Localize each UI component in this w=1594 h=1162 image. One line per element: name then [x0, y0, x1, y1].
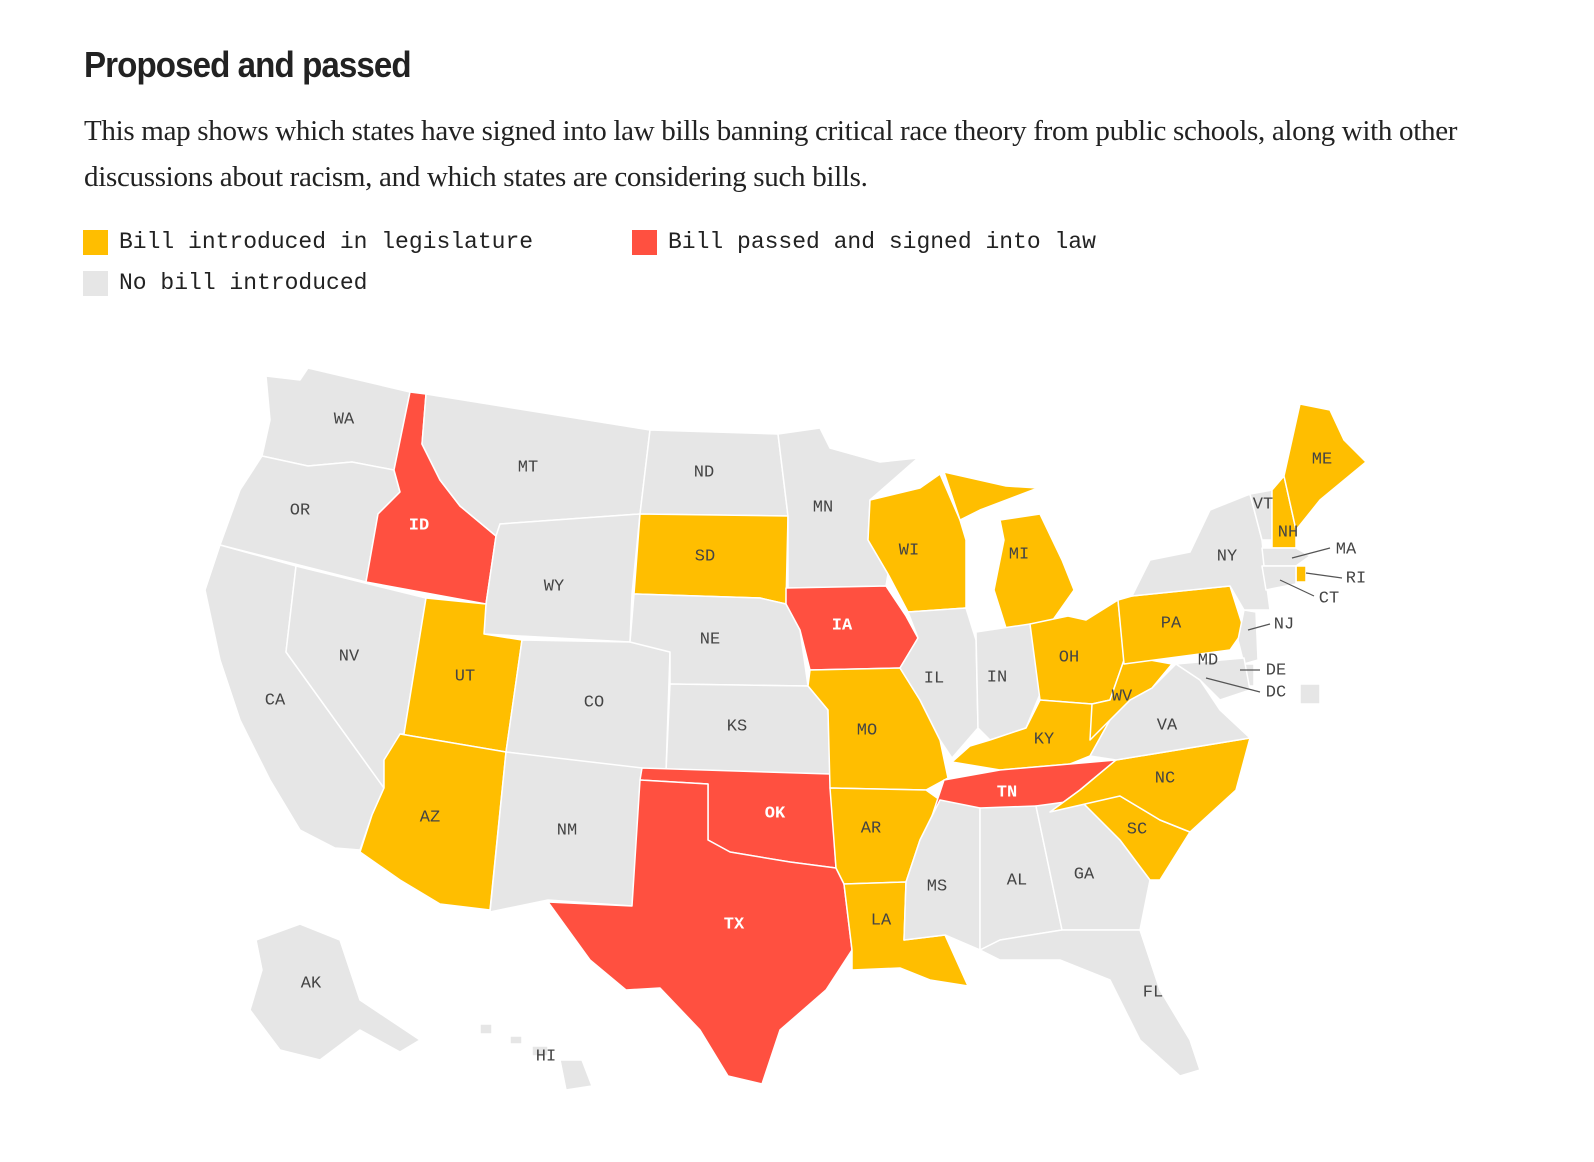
state-label-nd: ND [694, 464, 714, 483]
state-label-mn: MN [813, 499, 833, 518]
state-nc [1049, 737, 1251, 833]
state-ak [249, 923, 421, 1061]
state-label-or: OR [290, 502, 310, 521]
state-ma [1261, 547, 1311, 567]
state-label-sc: SC [1127, 821, 1147, 840]
state-label-ia: IA [832, 617, 853, 636]
state-label-vt: VT [1253, 496, 1273, 515]
state-label-dc: DC [1266, 684, 1286, 703]
state-label-nm: NM [557, 822, 577, 841]
state-label-ne: NE [700, 631, 720, 650]
state-label-mo: MO [857, 722, 877, 741]
state-ks [665, 683, 831, 775]
state-label-ga: GA [1074, 866, 1095, 885]
legend-swatch-none [83, 270, 108, 296]
state-label-nv: NV [339, 648, 360, 667]
state-label-ok: OK [765, 805, 786, 824]
state-nm [489, 751, 643, 913]
state-label-co: CO [584, 694, 604, 713]
leader-line-nj [1247, 623, 1271, 631]
state-label-hi: HI [536, 1048, 556, 1067]
state-label-ri: RI [1346, 570, 1366, 589]
state-il [899, 607, 979, 759]
page-title: Proposed and passed [84, 44, 412, 85]
state-label-ut: UT [455, 668, 475, 687]
state-label-pa: PA [1161, 615, 1182, 634]
leader-line-ct [1279, 579, 1315, 597]
state-me [1283, 403, 1367, 531]
state-nh [1271, 475, 1297, 549]
state-label-tn: TN [997, 784, 1017, 803]
state-label-oh: OH [1059, 649, 1079, 668]
legend-swatch-passed [632, 229, 657, 255]
state-label-me: ME [1312, 451, 1332, 470]
legend-label: No bill introduced [119, 270, 368, 296]
state-label-ar: AR [861, 820, 881, 839]
state-label-wv: WV [1112, 688, 1133, 707]
state-tx [547, 779, 853, 1085]
state-label-ct: CT [1319, 590, 1339, 609]
state-label-ky: KY [1034, 731, 1054, 750]
state-label-sd: SD [695, 548, 715, 567]
state-label-al: AL [1007, 872, 1027, 891]
state-label-id: ID [409, 517, 429, 536]
state-ct [1261, 565, 1297, 591]
state-label-ks: KS [727, 718, 747, 737]
legend-label: Bill passed and signed into law [668, 229, 1096, 255]
state-label-nj: NJ [1274, 616, 1294, 635]
state-label-ma: MA [1336, 541, 1357, 560]
state-label-ak: AK [301, 975, 322, 994]
state-hi [479, 1023, 593, 1091]
leader-line-ma [1291, 547, 1331, 559]
state-fl [979, 929, 1201, 1077]
state-label-fl: FL [1143, 984, 1163, 1003]
leader-line-ri [1305, 572, 1343, 579]
state-nj [1237, 609, 1259, 665]
legend-item-passed: Bill passed and signed into law [632, 229, 1096, 255]
state-label-ny: NY [1217, 548, 1237, 567]
state-label-va: VA [1157, 717, 1178, 736]
state-label-de: DE [1266, 662, 1286, 681]
state-label-az: AZ [420, 809, 440, 828]
state-label-in: IN [987, 669, 1007, 688]
map-description: This map shows which states have signed … [84, 115, 1458, 193]
legend-item-none: No bill introduced [83, 270, 367, 296]
state-label-nh: NH [1278, 524, 1298, 543]
legend-label: Bill introduced in legislature [119, 229, 534, 255]
state-wi [867, 473, 967, 613]
state-label-ca: CA [265, 692, 286, 711]
state-label-nc: NC [1155, 770, 1175, 789]
state-label-mt: MT [518, 459, 538, 478]
state-label-ms: MS [927, 878, 947, 897]
state-md [1175, 657, 1251, 701]
state-label-il: IL [924, 670, 944, 689]
state-ri [1295, 565, 1307, 583]
state-label-tx: TX [724, 916, 745, 935]
state-label-wi: WI [899, 542, 919, 561]
state-label-la: LA [871, 912, 892, 931]
state-label-mi: MI [1009, 546, 1029, 565]
leader-line-dc [1205, 677, 1261, 693]
state-label-wa: WA [334, 411, 355, 430]
state-label-md: MD [1198, 652, 1218, 671]
state-dc [1299, 683, 1321, 705]
legend-item-introduced: Bill introduced in legislature [83, 229, 533, 255]
legend-swatch-introduced [83, 229, 108, 255]
state-label-wy: WY [544, 578, 564, 597]
